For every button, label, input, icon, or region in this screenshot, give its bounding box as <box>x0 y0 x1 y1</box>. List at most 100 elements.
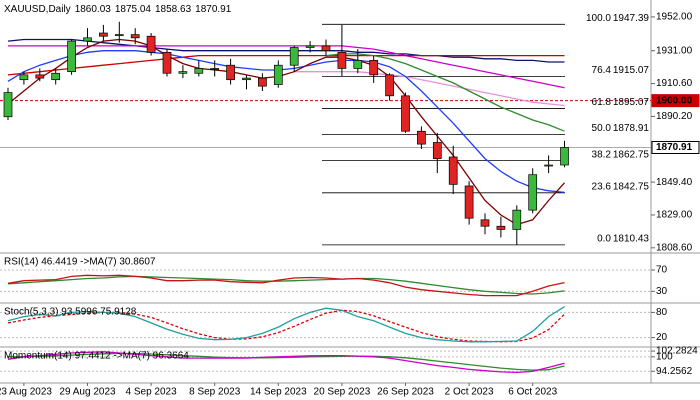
y-tick-label: 70 <box>656 265 668 276</box>
candle-body <box>83 37 92 42</box>
candle-body <box>432 142 442 159</box>
candle-body <box>258 77 267 87</box>
y-tick-label: 80 <box>656 307 668 318</box>
indicator-line <box>7 351 565 374</box>
panel-title: RSI(14) 46.4419 ->MA(7) 30.8607 <box>4 257 156 268</box>
fib-price: 1810.43 <box>613 234 650 245</box>
candle-body <box>528 174 538 211</box>
y-tick-label: 1808.60 <box>656 242 693 253</box>
indicator-line <box>294 71 565 107</box>
candle-body <box>480 219 490 227</box>
candle-body <box>496 225 506 230</box>
candle-body <box>194 68 204 74</box>
fib-level: 23.6 <box>592 181 612 192</box>
price-tag-label: 1900.00 <box>656 95 693 106</box>
x-tick-label: 29 Aug 2023 <box>59 387 116 398</box>
candle-body <box>464 185 474 219</box>
y-tick-label: 1890.20 <box>656 111 693 122</box>
candle-body <box>114 34 124 36</box>
candle-body <box>369 60 379 76</box>
candle-body <box>162 51 172 74</box>
fib-price: 1915.07 <box>613 65 650 76</box>
x-tick-label: 14 Sep 2023 <box>250 387 307 398</box>
fib-level: 76.4 <box>592 65 612 76</box>
y-tick-label: 102.2824 <box>656 346 698 357</box>
y-tick-label: 1910.60 <box>656 78 693 89</box>
candle-body <box>401 95 410 132</box>
y-tick-label: 1952.00 <box>656 12 693 23</box>
indicator-line <box>7 38 565 226</box>
y-tick-label: 30 <box>656 286 668 297</box>
indicator-line <box>7 54 565 76</box>
candle-body <box>448 156 458 185</box>
candle-body <box>35 74 45 79</box>
candle-body <box>67 40 76 73</box>
candle-body <box>512 209 522 230</box>
x-tick-label: 6 Oct 2023 <box>508 387 557 398</box>
candle-body <box>178 71 188 74</box>
candle-body <box>321 45 331 52</box>
price-tag <box>651 140 700 154</box>
candle-body <box>51 72 61 81</box>
y-tick-label: 20 <box>656 332 668 343</box>
candle-body <box>226 64 235 81</box>
y-tick-label: 1931.00 <box>656 45 693 56</box>
chart-header: XAUUSD,Daily 1860.03 1875.04 1858.63 1870.91 <box>4 4 232 15</box>
x-tick-label: 26 Sep 2023 <box>377 387 434 398</box>
candle-body <box>242 77 251 81</box>
candle-body <box>3 92 13 118</box>
indicator-line <box>7 306 565 343</box>
indicator-line <box>7 309 565 343</box>
x-tick-label: 20 Sep 2023 <box>314 387 371 398</box>
y-tick-label: 100 <box>656 351 673 362</box>
panel-title: Stoch(5,3,3) 93.5996 75.9128 <box>4 307 137 318</box>
fib-price: 1862.75 <box>613 149 650 160</box>
y-tick-label: 94.2562 <box>656 366 693 377</box>
indicator-line <box>7 274 565 297</box>
header-value: 1875.04 <box>115 4 152 15</box>
fib-level: 50.0 <box>592 123 612 134</box>
fib-level: 0.0 <box>597 234 611 245</box>
x-tick-label: 23 Aug 2023 <box>0 387 52 398</box>
candle-body <box>337 51 347 69</box>
y-tick-label: 1849.40 <box>656 177 693 188</box>
candle-body <box>560 147 569 166</box>
indicator-line <box>8 45 565 89</box>
candle-body <box>353 60 363 69</box>
x-tick-label: 8 Sep 2023 <box>189 387 241 398</box>
candle-body <box>305 45 315 48</box>
fib-level: 38.2 <box>592 149 612 160</box>
y-tick-label: 1829.00 <box>656 210 693 221</box>
candle-body <box>99 32 108 37</box>
chart-title: XAUUSD,Daily <box>4 4 71 15</box>
candle-body <box>210 68 220 70</box>
header-value: 1860.03 <box>75 4 112 15</box>
indicator-line <box>325 53 565 132</box>
fib-level: 61.8 <box>592 97 612 108</box>
price-tag-label: 1870.91 <box>656 142 693 153</box>
candle-body <box>146 35 156 53</box>
fib-price: 1895.07 <box>613 97 650 108</box>
candle-body <box>544 164 553 167</box>
candle-body <box>19 74 29 81</box>
candle-body <box>273 64 283 85</box>
fib-level: 100.0 <box>586 13 611 24</box>
fib-price: 1878.91 <box>613 123 650 134</box>
x-tick-label: 4 Sep 2023 <box>126 387 178 398</box>
candle-body <box>289 47 299 66</box>
indicator-line <box>7 50 565 194</box>
header-value: 1858.63 <box>155 4 192 15</box>
fib-price: 1947.39 <box>613 13 650 24</box>
fib-price: 1842.75 <box>613 181 650 192</box>
candle-body <box>130 34 140 39</box>
price-tag <box>651 94 700 108</box>
indicator-line <box>7 275 565 295</box>
header-value: 1870.91 <box>195 4 232 15</box>
panel-title: Momentum(14) 97.4412 ->MA(7) 96.3664 <box>4 351 189 362</box>
x-tick-label: 2 Oct 2023 <box>445 387 494 398</box>
candle-body <box>385 74 394 97</box>
indicator-line <box>8 352 565 371</box>
